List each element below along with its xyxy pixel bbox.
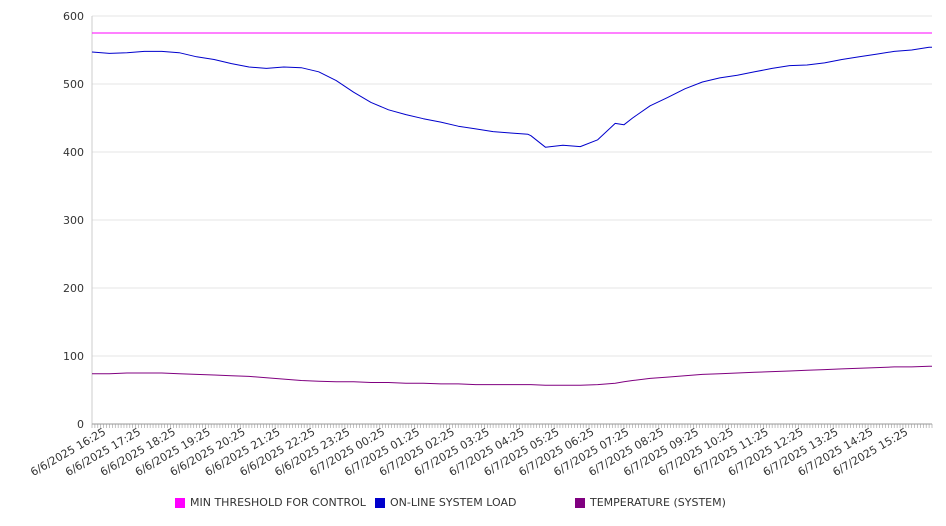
series-line-2 — [92, 365, 932, 386]
legend-label: TEMPERATURE (SYSTEM) — [590, 496, 726, 509]
series-line-1 — [91, 46, 932, 148]
legend: MIN THRESHOLD FOR CONTROL ON-LINE SYSTEM … — [0, 496, 946, 516]
y-tick-label: 200 — [63, 282, 84, 295]
x-axis: 6/6/2025 16:256/6/2025 17:256/6/2025 18:… — [28, 423, 933, 479]
legend-item: TEMPERATURE (SYSTEM) — [575, 496, 726, 509]
grid-lines — [92, 15, 932, 425]
legend-item: MIN THRESHOLD FOR CONTROL — [175, 496, 366, 509]
legend-swatch — [375, 497, 385, 508]
y-axis: 0 100 200 300 400 500 600 — [63, 10, 93, 431]
series-lines — [91, 32, 932, 386]
y-tick-label: 0 — [77, 418, 84, 431]
y-tick-label: 300 — [63, 214, 84, 227]
y-tick-label: 600 — [63, 10, 84, 23]
y-tick-label: 100 — [63, 350, 84, 363]
y-tick-label: 400 — [63, 146, 84, 159]
legend-item: ON-LINE SYSTEM LOAD — [375, 496, 516, 509]
legend-swatch — [175, 497, 185, 508]
y-tick-label: 500 — [63, 78, 84, 91]
legend-label: ON-LINE SYSTEM LOAD — [390, 496, 517, 509]
legend-swatch — [575, 497, 585, 508]
legend-label: MIN THRESHOLD FOR CONTROL — [190, 496, 366, 509]
